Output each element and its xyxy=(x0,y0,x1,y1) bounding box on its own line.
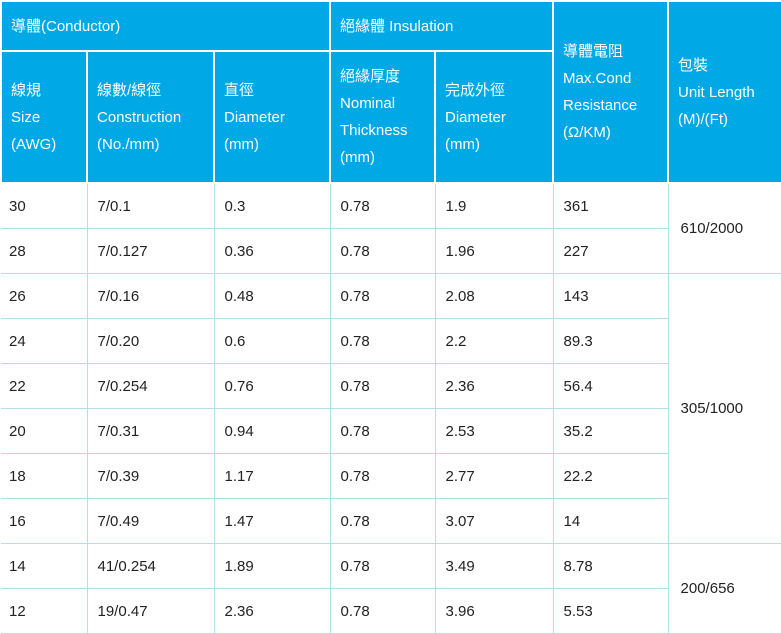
cell-thickness: 0.78 xyxy=(329,318,436,364)
cell-size: 14 xyxy=(1,543,88,589)
cell-size: 28 xyxy=(1,228,88,274)
header-conductor-group: 導體(Conductor) xyxy=(0,0,332,52)
cell-resistance: 14 xyxy=(552,498,669,544)
cell-outer-diameter: 2.53 xyxy=(434,408,554,454)
cell-size: 18 xyxy=(1,453,88,499)
table-row: 12 19/0.47 2.36 0.78 3.96 5.53 xyxy=(1,588,781,634)
cell-diameter: 0.3 xyxy=(213,183,331,229)
table-row: 14 41/0.254 1.89 0.78 3.49 8.78 200/656 xyxy=(1,543,781,634)
cell-size: 30 xyxy=(1,183,88,229)
cell-outer-diameter: 2.77 xyxy=(434,453,554,499)
cell-thickness: 0.78 xyxy=(329,273,436,319)
cell-size: 26 xyxy=(1,273,88,319)
cell-construction: 7/0.16 xyxy=(86,273,215,319)
cell-size: 24 xyxy=(1,318,88,364)
cell-diameter: 1.17 xyxy=(213,453,331,499)
cell-outer-diameter: 3.07 xyxy=(434,498,554,544)
cell-thickness: 0.78 xyxy=(329,588,436,634)
cell-outer-diameter: 2.2 xyxy=(434,318,554,364)
cell-size: 22 xyxy=(1,363,88,409)
cell-resistance: 22.2 xyxy=(552,453,669,499)
cell-size: 16 xyxy=(1,498,88,544)
cell-diameter: 2.36 xyxy=(213,588,331,634)
header-insulation-group: 絕緣體 Insulation xyxy=(329,0,555,52)
cell-construction: 7/0.127 xyxy=(86,228,215,274)
cell-diameter: 1.47 xyxy=(213,498,331,544)
cell-thickness: 0.78 xyxy=(329,408,436,454)
cell-outer-diameter: 1.9 xyxy=(434,183,554,229)
cell-resistance: 35.2 xyxy=(552,408,669,454)
cell-diameter: 0.48 xyxy=(213,273,331,319)
table-row: 24 7/0.20 0.6 0.78 2.2 89.3 xyxy=(1,318,781,364)
cell-resistance: 361 xyxy=(552,183,669,229)
cell-thickness: 0.78 xyxy=(329,498,436,544)
cell-resistance: 56.4 xyxy=(552,363,669,409)
cell-thickness: 0.78 xyxy=(329,183,436,229)
cell-unit-length: 305/1000 xyxy=(667,273,781,544)
header-thickness: 絕緣厚度 Nominal Thickness (mm) xyxy=(329,50,437,184)
cell-diameter: 0.94 xyxy=(213,408,331,454)
table-header: 導體(Conductor) 絕緣體 Insulation 導體電阻 Max.Co… xyxy=(0,0,781,184)
cell-resistance: 8.78 xyxy=(552,543,669,589)
cell-construction: 7/0.20 xyxy=(86,318,215,364)
cell-construction: 7/0.39 xyxy=(86,453,215,499)
header-column-row: 線規 Size (AWG) 線數/線徑 Construction (No./mm… xyxy=(0,50,781,184)
header-diameter: 直徑 Diameter (mm) xyxy=(212,50,332,184)
cell-thickness: 0.78 xyxy=(329,363,436,409)
cell-resistance: 227 xyxy=(552,228,669,274)
header-packing: 包裝 Unit Length (M)/(Ft) xyxy=(667,0,781,184)
table-row: 20 7/0.31 0.94 0.78 2.53 35.2 xyxy=(1,408,781,454)
cell-construction: 7/0.1 xyxy=(86,183,215,229)
header-resistance: 導體電阻 Max.Cond Resistance (Ω/KM) xyxy=(552,0,670,184)
cell-construction: 19/0.47 xyxy=(86,588,215,634)
header-construction: 線數/線徑 Construction (No./mm) xyxy=(86,50,215,184)
cell-size: 20 xyxy=(1,408,88,454)
cell-thickness: 0.78 xyxy=(329,228,436,274)
cell-diameter: 1.89 xyxy=(213,543,331,589)
cell-outer-diameter: 1.96 xyxy=(434,228,554,274)
cell-thickness: 0.78 xyxy=(329,453,436,499)
cell-outer-diameter: 3.49 xyxy=(434,543,554,589)
cell-construction: 41/0.254 xyxy=(86,543,215,589)
table-row: 16 7/0.49 1.47 0.78 3.07 14 xyxy=(1,498,781,544)
table-row: 28 7/0.127 0.36 0.78 1.96 227 xyxy=(1,228,781,274)
table-body: 30 7/0.1 0.3 0.78 1.9 361 610/2000 28 7/… xyxy=(1,183,781,634)
header-group-row: 導體(Conductor) 絕緣體 Insulation 導體電阻 Max.Co… xyxy=(0,0,781,184)
cell-diameter: 0.36 xyxy=(213,228,331,274)
cell-diameter: 0.76 xyxy=(213,363,331,409)
table-row: 30 7/0.1 0.3 0.78 1.9 361 610/2000 xyxy=(1,183,781,274)
cell-resistance: 5.53 xyxy=(552,588,669,634)
cell-unit-length: 200/656 xyxy=(667,543,781,634)
table-row: 22 7/0.254 0.76 0.78 2.36 56.4 xyxy=(1,363,781,409)
cell-resistance: 89.3 xyxy=(552,318,669,364)
header-outer-diameter: 完成外徑 Diameter (mm) xyxy=(434,50,555,184)
cell-size: 12 xyxy=(1,588,88,634)
table-row: 18 7/0.39 1.17 0.78 2.77 22.2 xyxy=(1,453,781,499)
cell-construction: 7/0.254 xyxy=(86,363,215,409)
cell-resistance: 143 xyxy=(552,273,669,319)
cell-thickness: 0.78 xyxy=(329,543,436,589)
cell-construction: 7/0.49 xyxy=(86,498,215,544)
cell-outer-diameter: 3.96 xyxy=(434,588,554,634)
table-row: 26 7/0.16 0.48 0.78 2.08 143 305/1000 xyxy=(1,273,781,544)
cell-outer-diameter: 2.36 xyxy=(434,363,554,409)
cell-diameter: 0.6 xyxy=(213,318,331,364)
cell-unit-length: 610/2000 xyxy=(667,183,781,274)
header-size: 線規 Size (AWG) xyxy=(0,50,88,184)
cell-outer-diameter: 2.08 xyxy=(434,273,554,319)
cell-construction: 7/0.31 xyxy=(86,408,215,454)
